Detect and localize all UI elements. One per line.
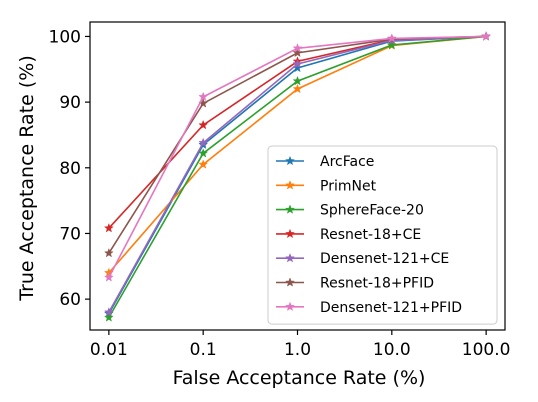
x-axis-label: False Acceptance Rate (%) — [173, 367, 426, 389]
legend-label: Resnet-18+PFID — [320, 276, 434, 292]
legend-label: PrimNet — [320, 178, 377, 194]
data-point — [198, 148, 209, 158]
legend-label: Resnet-18+CE — [320, 227, 421, 243]
data-point — [292, 58, 303, 69]
legend-item: Densenet-121+CE — [276, 251, 449, 267]
data-point — [103, 307, 114, 317]
legend-item: SphereFace-20 — [276, 203, 424, 219]
legend-item: PrimNet — [276, 178, 377, 194]
legend-label: SphereFace-20 — [320, 203, 424, 219]
data-point — [103, 272, 114, 282]
x-tick-label: 10.0 — [373, 340, 411, 360]
series-densenet-121-pfid — [103, 31, 492, 282]
legend-label: Densenet-121+CE — [320, 251, 449, 267]
legend-box — [267, 145, 498, 325]
legend-item: Resnet-18+PFID — [276, 276, 434, 292]
data-point — [292, 43, 303, 53]
data-point — [198, 119, 209, 130]
data-point — [198, 91, 209, 102]
legend-item: Densenet-121+PFID — [276, 300, 462, 316]
y-tick-label: 100 — [49, 27, 81, 47]
data-point — [198, 159, 209, 169]
x-tick-label: 100.0 — [462, 340, 511, 360]
data-point — [481, 31, 492, 41]
data-point — [292, 75, 303, 86]
data-point — [103, 222, 114, 233]
series-lines — [103, 31, 492, 322]
x-tick-label: 0.1 — [190, 340, 217, 360]
legend-label: ArcFace — [320, 154, 374, 170]
legend-marker — [285, 228, 295, 239]
plot-area: 0.01 0.1 1.0 10.0 100.0 60 70 80 90 100 — [49, 21, 511, 360]
legend-label: Densenet-121+PFID — [320, 300, 462, 316]
x-tick-label: 1.0 — [284, 340, 311, 360]
data-point — [386, 39, 397, 50]
legend-marker — [285, 204, 295, 214]
legend-marker — [285, 277, 295, 287]
data-point — [198, 137, 209, 148]
legend-marker — [285, 252, 295, 263]
legend-marker — [285, 155, 295, 166]
y-tick-label: 80 — [59, 159, 81, 179]
y-tick-label: 90 — [59, 93, 81, 113]
y-tick-label: 60 — [59, 290, 81, 310]
data-point — [386, 33, 397, 43]
legend-item: ArcFace — [276, 154, 374, 170]
data-point — [103, 312, 114, 322]
data-point — [103, 247, 114, 258]
data-point — [292, 47, 303, 58]
legend-item: Resnet-18+CE — [276, 227, 421, 243]
y-tick-label: 70 — [59, 224, 81, 244]
legend-marker — [285, 180, 295, 190]
y-axis-label: True Acceptance Rate (%) — [16, 55, 38, 302]
legend-marker — [285, 301, 295, 312]
legend: ArcFace PrimNet SphereFace-20 Resnet-18+CE D… — [267, 145, 498, 325]
x-tick-label: 0.01 — [90, 340, 128, 360]
data-point — [292, 83, 303, 94]
